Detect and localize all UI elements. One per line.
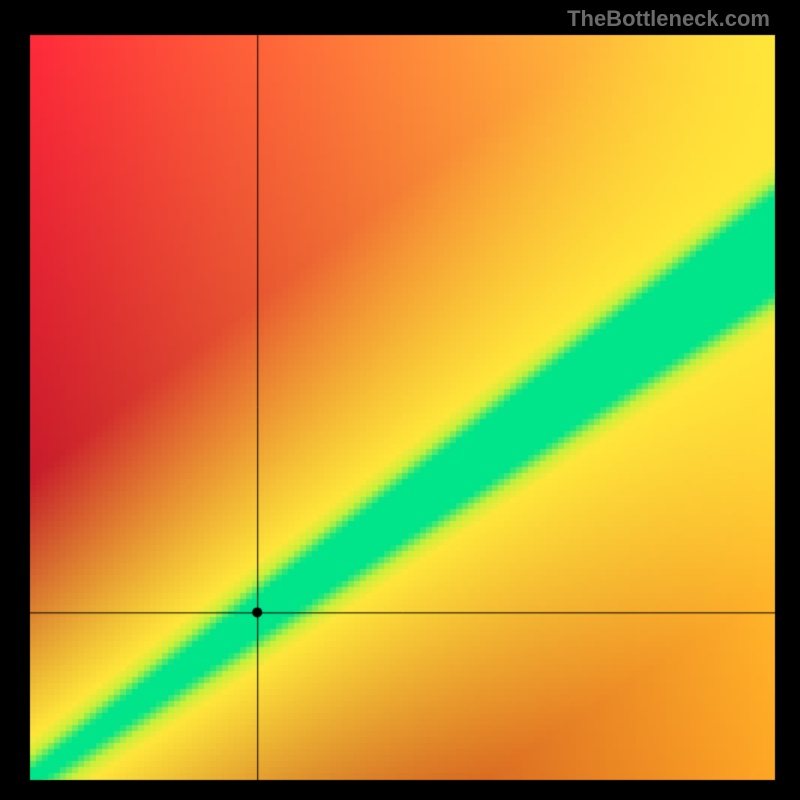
bottleneck-heatmap-canvas (0, 0, 800, 800)
container: TheBottleneck.com (0, 0, 800, 800)
watermark-text: TheBottleneck.com (567, 6, 770, 32)
